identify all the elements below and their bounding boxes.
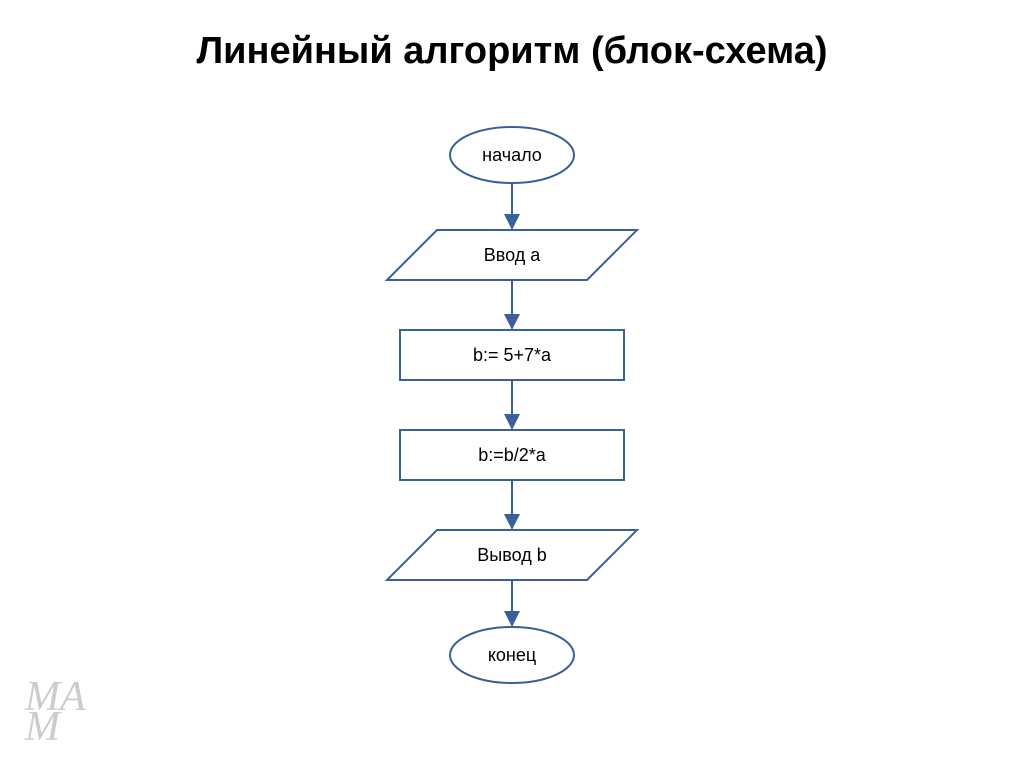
flow-label-proc1: b:= 5+7*a bbox=[473, 345, 552, 365]
flowchart-svg: начало Ввод a b:= 5+7*a b:=b/2*a Вывод b коне… bbox=[362, 120, 662, 700]
flow-label-input: Ввод a bbox=[484, 245, 541, 265]
page-title: Линейный алгоритм (блок-схема) bbox=[0, 0, 1024, 73]
flow-label-start: начало bbox=[482, 145, 542, 165]
watermark: МА М bbox=[25, 683, 86, 742]
flow-label-proc2: b:=b/2*a bbox=[478, 445, 547, 465]
flowchart-container: начало Ввод a b:= 5+7*a b:=b/2*a Вывод b коне… bbox=[362, 120, 662, 700]
flow-label-output: Вывод b bbox=[477, 545, 546, 565]
flow-label-end: конец bbox=[488, 645, 536, 665]
